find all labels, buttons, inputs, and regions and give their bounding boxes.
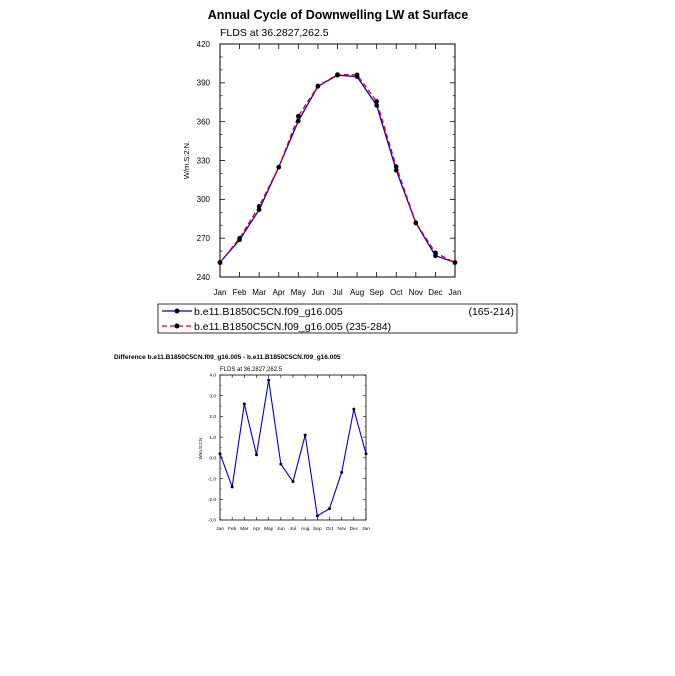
main-data-point [374,99,379,104]
main-y-tick-label: 420 [197,40,211,49]
diff-y-tick-label: 0.0 [209,456,216,462]
main-x-tick-label: Jan [214,288,227,297]
legend-box [157,303,518,334]
main-x-tick-label: Feb [233,288,247,297]
main-series-line-1 [219,74,456,263]
main-series-line-2 [219,73,456,264]
main-y-tick-label: 330 [197,156,211,165]
diff-y-tick-label: -1.0 [208,476,217,482]
legend-label-2: b.e11.B1850C5CN.f09_g16.005 (235-284) [194,321,391,333]
diff-data-point [230,485,234,489]
main-data-point [217,260,223,265]
main-x-tick-label: May [291,288,306,297]
main-y-tick-label: 270 [197,234,211,243]
main-x-tick-label: Sep [370,288,385,297]
legend-label-1: b.e11.B1850C5CN.f09_g16.005 [194,306,343,318]
diff-y-axis-label: W/m.S:2:N. [198,436,203,459]
main-x-tick-label: Jun [311,288,324,297]
main-x-tick-label: Apr [273,288,286,297]
diff-data-point [315,514,319,518]
main-data-point [413,220,419,225]
diff-x-tick-label: Oct [326,526,334,532]
diff-data-point [364,452,368,456]
diff-y-tick-label: 1.0 [209,435,216,441]
main-plot-frame [219,43,456,278]
diff-x-tick-label: Feb [228,526,237,532]
diff-y-tick-label: -2.0 [208,497,217,503]
main-data-point [256,204,262,209]
diff-series [218,378,368,518]
diff-x-tick-label: Aug [301,526,310,532]
main-data-point [354,72,360,78]
diff-y-tick-label: 4.0 [209,373,216,379]
diff-title: Difference b.e11.B1850C5CN.f09_g16.005 -… [114,354,341,361]
diff-x-tick-label: Jul [290,526,296,532]
main-y-axis-label: W/m.S:2:N. [182,141,191,179]
main-data-point [433,250,438,256]
diff-data-point [340,470,344,474]
main-x-tick-label: Aug [350,288,364,297]
main-data-point [276,164,282,170]
legend-period-1: (165-214) [468,306,514,318]
main-data-point [237,235,242,241]
main-data-point [296,113,301,119]
main-data-point [374,103,379,108]
main-x-tick-label: Mar [252,288,266,297]
diff-data-point [218,452,222,456]
diff-axes: Jan Feb Mar Apr May Jun Jul Aug Sep Oct Nov Dec Jan-… [208,373,370,532]
main-y-tick-label: 390 [197,79,211,88]
diff-x-tick-label: Apr [253,526,261,532]
diff-data-point [328,507,331,511]
diff-data-point [279,462,283,466]
main-x-tick-label: Jan [449,288,462,297]
diff-data-point [255,453,258,457]
main-data-point [393,164,399,169]
diff-series-line-1 [219,380,367,517]
main-y-tick-label: 300 [197,195,211,204]
main-x-tick-label: Nov [409,288,423,297]
diff-data-point [267,378,271,382]
diff-x-tick-label: Sep [313,526,322,532]
diff-plot-frame [219,374,367,521]
main-axes: Jan Feb Mar Apr May Jun Jul Aug Sep Oct Nov Dec Jan2… [197,40,462,297]
main-data-point [296,118,301,124]
main-data-point [393,167,399,173]
diff-x-tick-label: Jun [277,526,285,532]
diff-x-tick-label: May [264,526,274,532]
main-data-point [315,83,321,89]
diff-subtitle: FLDS at 36.2827,262.5 [220,367,283,373]
legend-marker [174,308,180,314]
main-subtitle: FLDS at 36.2827,262.5 [220,27,329,39]
diff-y-tick-label: -3.0 [208,518,217,524]
main-x-tick-label: Jul [332,288,342,297]
diff-x-tick-label: Mar [240,526,249,532]
main-data-point [335,72,340,77]
main-y-tick-label: 240 [197,273,211,282]
diff-y-tick-label: 2.0 [209,414,216,420]
main-data-point [452,260,458,265]
diff-data-point [291,480,295,484]
legend-marker [174,323,180,329]
diff-x-tick-label: Nov [337,526,346,532]
diff-x-tick-label: Dec [350,526,359,532]
main-x-tick-label: Oct [390,288,403,297]
main-data-point [256,207,262,212]
diff-data-point [242,402,246,406]
diff-x-tick-label: Jan [362,526,370,532]
diff-data-point [352,407,356,411]
diff-x-tick-label: Jan [216,526,224,532]
main-title: Annual Cycle of Downwelling LW at Surfac… [208,8,468,22]
main-x-tick-label: Dec [428,288,442,297]
diff-data-point [303,433,307,437]
main-y-tick-label: 360 [197,117,211,126]
diff-y-tick-label: 3.0 [209,393,216,399]
main-series [217,72,458,265]
